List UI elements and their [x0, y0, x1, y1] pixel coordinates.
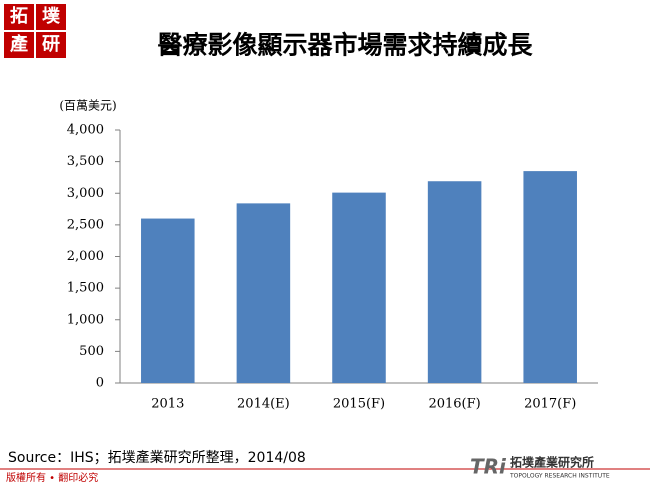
y-tick-label: 0 — [96, 376, 104, 391]
y-tick-label: 500 — [79, 344, 104, 359]
y-tick-label: 3,500 — [67, 154, 104, 169]
x-tick-label: 2014(E) — [237, 397, 290, 412]
y-tick-label: 3,000 — [67, 186, 104, 201]
x-tick-label: 2013 — [151, 397, 184, 412]
chart-title: 醫療影像顯示器市場需求持續成長 — [157, 31, 533, 60]
y-tick-label: 2,500 — [67, 217, 104, 232]
y-tick-label: 2,000 — [67, 249, 104, 264]
y-tick-label: 1,000 — [67, 312, 104, 327]
logo-box — [4, 4, 34, 30]
logo-char: 產 — [10, 33, 28, 55]
brand-name: 拓墣產業研究所 — [510, 455, 594, 470]
y-tick-label: 1,500 — [67, 281, 104, 296]
copyright: 版權所有 • 翻印必究 — [6, 471, 98, 484]
x-tick-label: 2015(F) — [333, 397, 385, 412]
bar — [523, 171, 577, 383]
logo-box — [36, 32, 66, 58]
logo-box — [4, 32, 34, 58]
logo-char: 拓 — [10, 5, 28, 27]
y-axis-label: (百萬美元) — [59, 99, 116, 113]
brand-logo: TRi — [470, 455, 507, 479]
y-tick-label: 4,000 — [67, 123, 104, 138]
bar — [332, 192, 386, 383]
bar — [141, 218, 195, 383]
bar — [236, 203, 291, 383]
logo-char: 墣 — [42, 6, 60, 27]
brand-english: TOPOLOGY RESEARCH INSTITUTE — [509, 473, 610, 480]
x-tick-label: 2016(F) — [428, 397, 480, 412]
x-tick-label: 2017(F) — [524, 397, 576, 412]
logo-box — [36, 4, 66, 30]
logo-char: 研 — [42, 34, 60, 55]
source: Source：IHS；拓墣產業研究所整理，2014/08 — [8, 449, 306, 466]
bar — [427, 181, 482, 383]
